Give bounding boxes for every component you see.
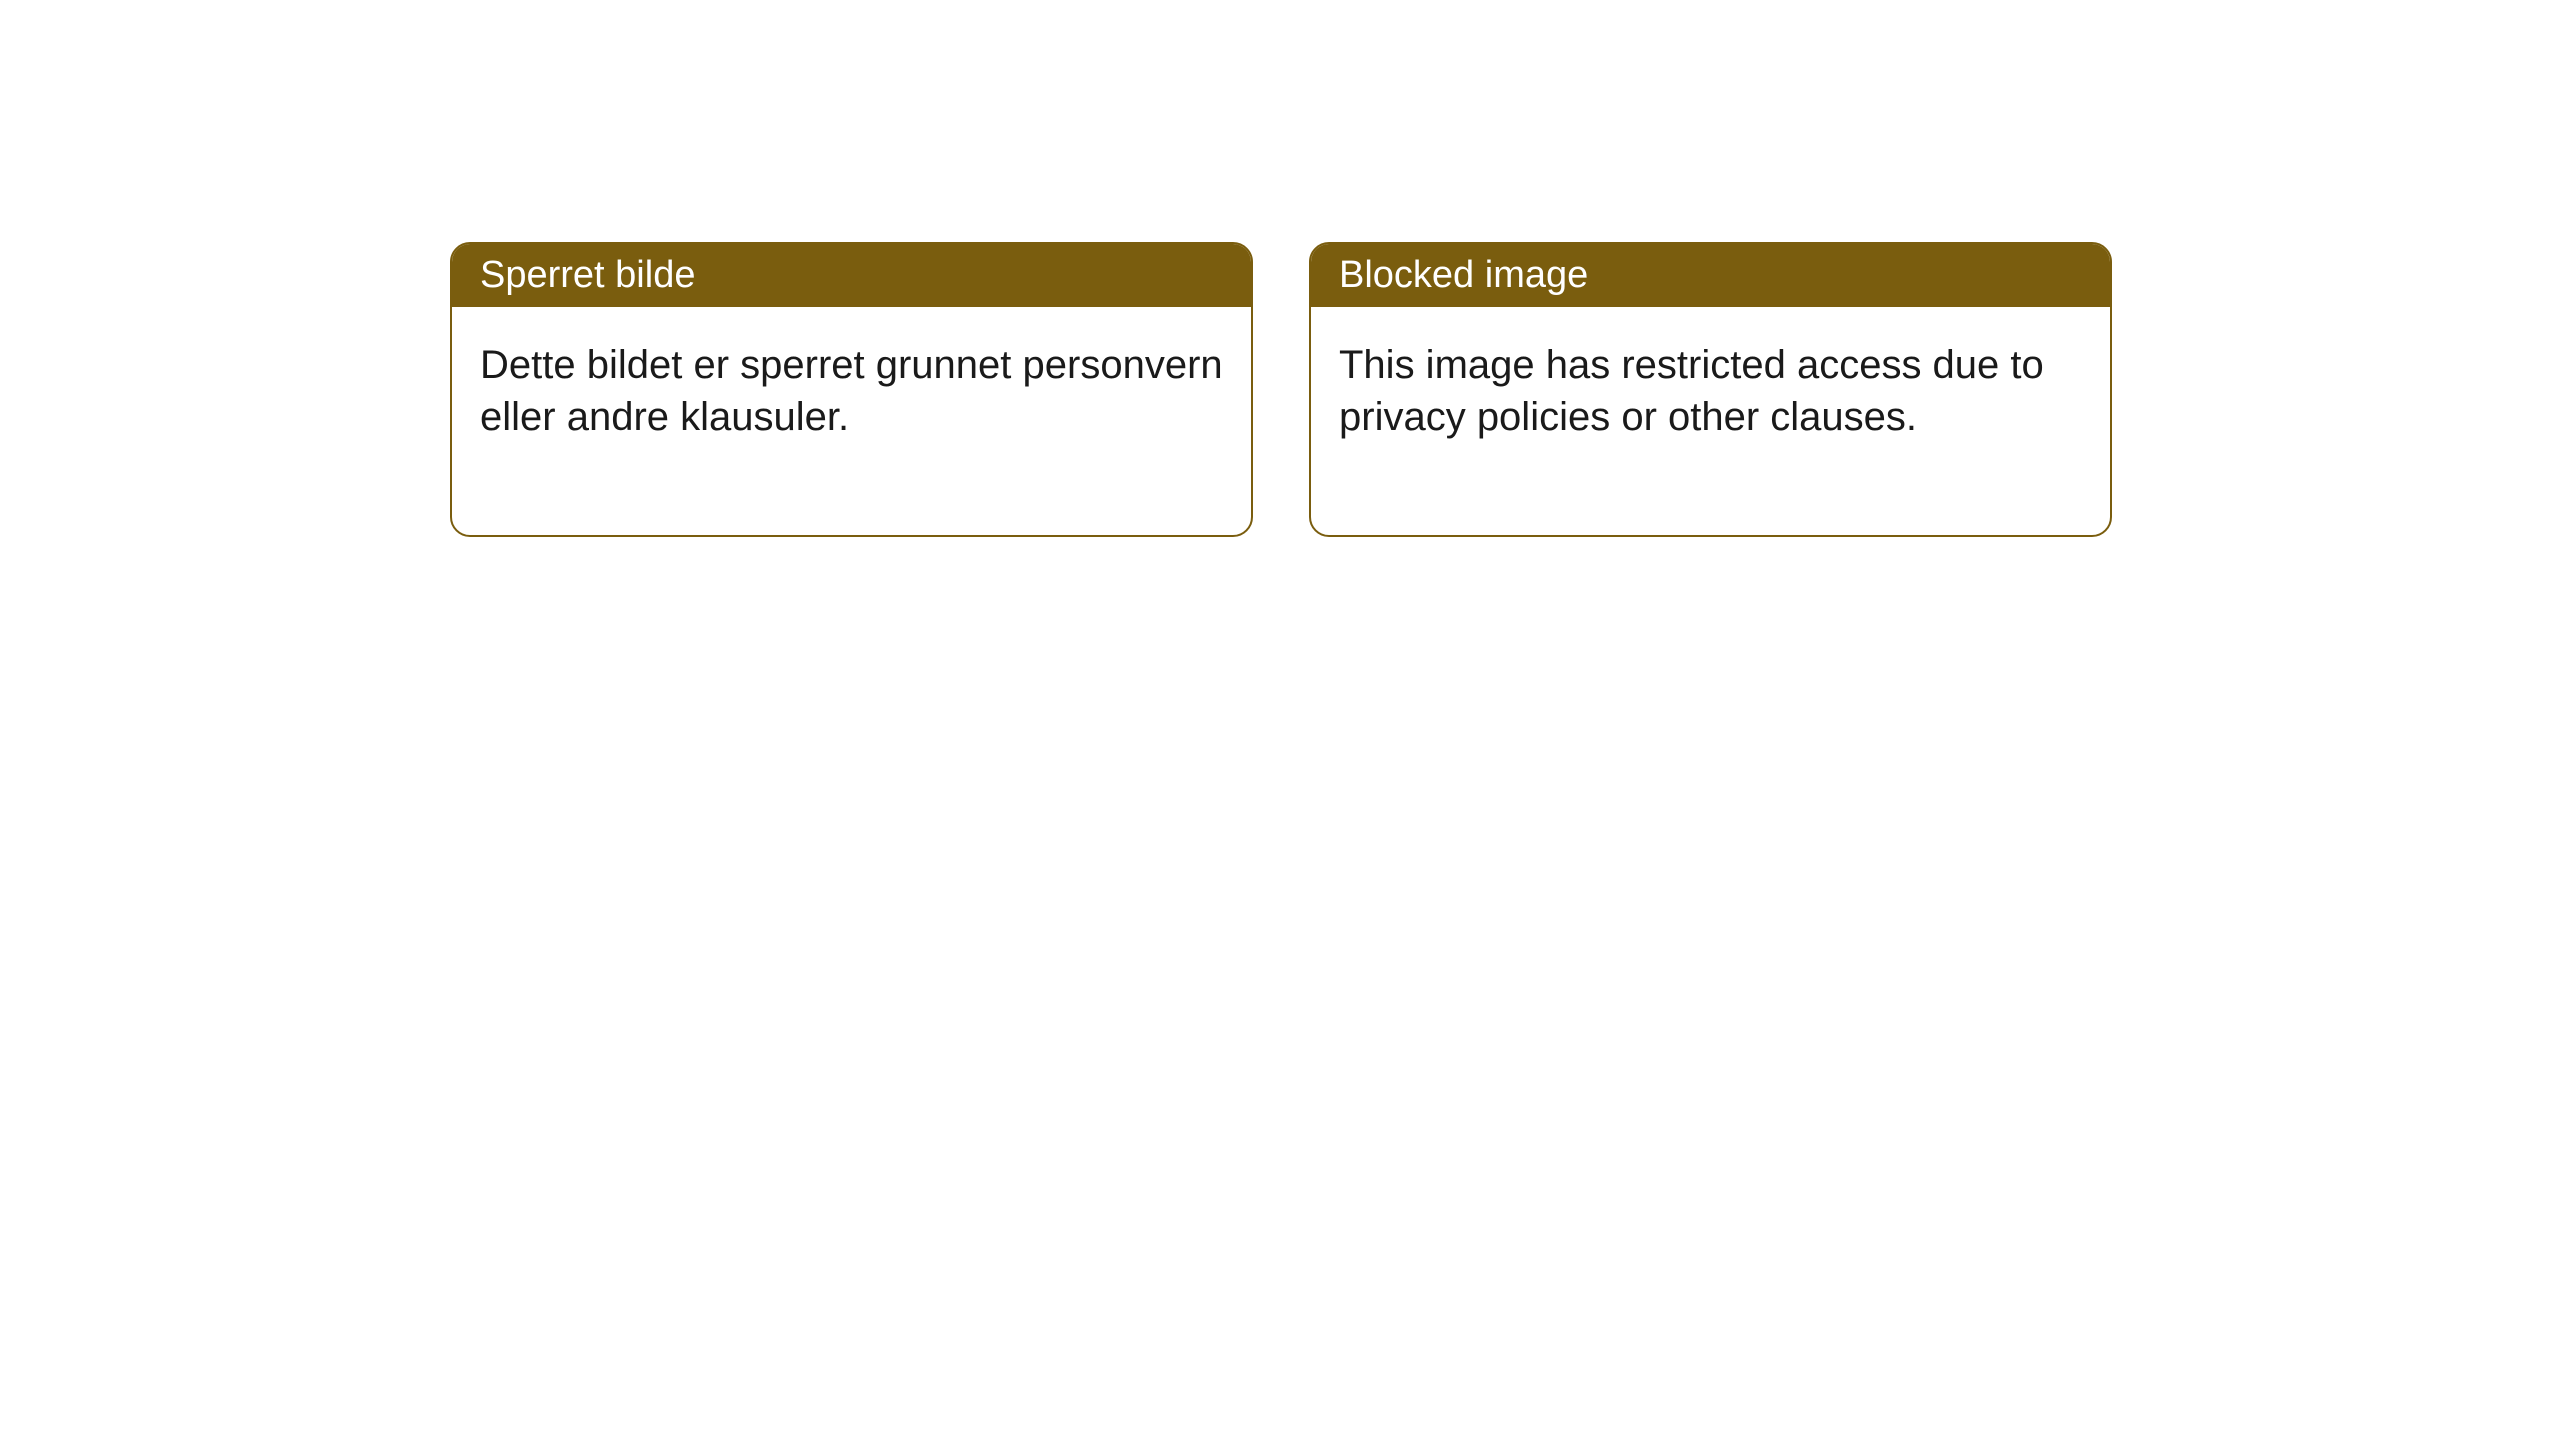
notice-text: This image has restricted access due to … xyxy=(1339,343,2044,439)
notice-title: Blocked image xyxy=(1339,254,1588,296)
notice-card-english: Blocked image This image has restricted … xyxy=(1309,242,2112,537)
notice-header: Sperret bilde xyxy=(452,244,1251,307)
notice-title: Sperret bilde xyxy=(480,254,695,296)
notice-container: Sperret bilde Dette bildet er sperret gr… xyxy=(0,0,2560,537)
notice-card-norwegian: Sperret bilde Dette bildet er sperret gr… xyxy=(450,242,1253,537)
notice-header: Blocked image xyxy=(1311,244,2110,307)
notice-text: Dette bildet er sperret grunnet personve… xyxy=(480,343,1223,439)
notice-body: Dette bildet er sperret grunnet personve… xyxy=(452,307,1251,535)
notice-body: This image has restricted access due to … xyxy=(1311,307,2110,535)
